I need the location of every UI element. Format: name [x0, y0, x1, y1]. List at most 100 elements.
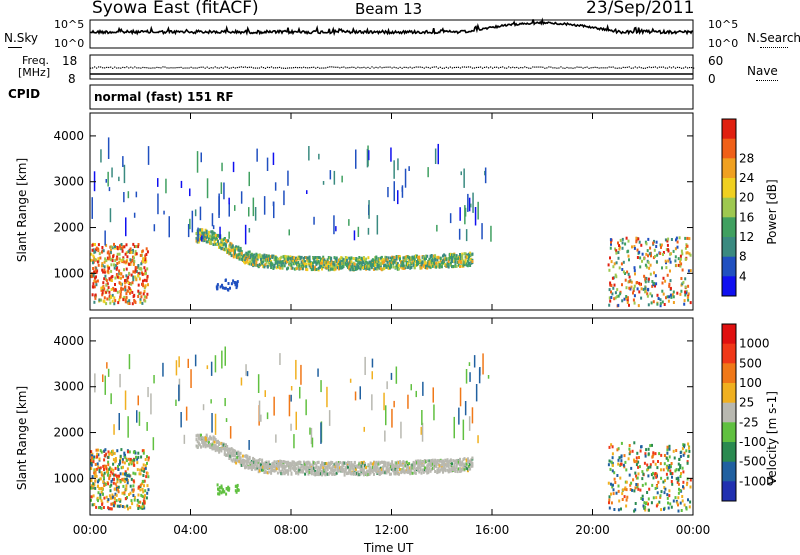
- velocity-cell: [104, 482, 107, 486]
- power-cell: [217, 233, 219, 237]
- power-cell: [350, 256, 353, 260]
- power-cell: [120, 247, 122, 251]
- power-cell: [437, 256, 440, 260]
- power-cell: [421, 256, 424, 260]
- power-cell: [429, 254, 432, 258]
- velocity-cell: [139, 483, 142, 487]
- freq-point: [584, 66, 586, 69]
- power-cell: [236, 254, 239, 258]
- noise-tick-right-high: 10^5: [708, 18, 739, 31]
- velocity-cell: [443, 463, 446, 467]
- freq-point: [104, 67, 106, 69]
- power-cell: [384, 263, 387, 267]
- velocity-cell: [269, 465, 271, 469]
- power-cell: [307, 262, 310, 266]
- velocity-cell: [631, 449, 634, 453]
- velocity-cell: [658, 452, 661, 456]
- velocity-cell: [386, 464, 389, 468]
- velocity-cell: [386, 461, 389, 465]
- velocity-cell: [375, 460, 378, 464]
- power-streak: [123, 164, 126, 184]
- velocity-cell: [140, 455, 143, 459]
- velocity-cell: [422, 470, 425, 474]
- power-cell: [103, 287, 106, 291]
- power-cell: [351, 265, 354, 269]
- freq-point: [138, 67, 140, 69]
- velocity-cell: [435, 460, 438, 464]
- power-cell: [143, 295, 146, 299]
- freq-point: [475, 66, 478, 69]
- power-cell: [108, 297, 111, 301]
- power-cell: [131, 302, 134, 306]
- velocity-cell: [105, 495, 108, 499]
- power-cell: [657, 297, 660, 300]
- velocity-cell: [112, 501, 115, 505]
- power-cell: [276, 262, 279, 266]
- freq-point: [130, 66, 132, 68]
- power-cell: [440, 265, 443, 269]
- power-cell: [213, 232, 216, 235]
- velocity-cell: [96, 455, 99, 459]
- velocity-cell: [244, 454, 247, 458]
- power-cell: [375, 267, 378, 271]
- velocity-cell: [100, 471, 103, 475]
- power-cell: [683, 302, 686, 306]
- velocity-cell: [231, 459, 234, 463]
- power-cell: [650, 301, 653, 305]
- freq-point: [124, 66, 126, 69]
- velocity-cell: [671, 472, 674, 475]
- power-streak: [168, 216, 170, 238]
- velocity-streak: [386, 381, 388, 390]
- power-cell: [368, 264, 371, 268]
- velocity-cell: [272, 465, 275, 469]
- power-cell: [660, 245, 662, 249]
- power-cell: [92, 261, 94, 265]
- velocity-cell: [436, 471, 439, 475]
- power-cell: [134, 268, 137, 272]
- power-cell: [292, 262, 295, 266]
- power-streak: [287, 170, 289, 186]
- velocity-cell: [98, 457, 101, 461]
- power-streak: [220, 182, 223, 194]
- velocity-cell: [226, 445, 229, 448]
- velocity-cell: [131, 502, 134, 506]
- velocity-cell: [469, 460, 472, 464]
- freq-point: [164, 66, 166, 68]
- velocity-cell: [141, 494, 144, 498]
- velocity-cell: [196, 433, 199, 437]
- velocity-cell: [308, 466, 311, 470]
- freq-point: [168, 67, 170, 69]
- velocity-cell: [99, 493, 102, 497]
- velocity-cell: [141, 502, 144, 506]
- velocity-cell: [112, 481, 115, 485]
- power-streak: [273, 201, 275, 219]
- power-cell: [421, 260, 424, 264]
- velocity-colorbar-segment: [722, 363, 736, 384]
- velocity-cell: [93, 483, 96, 487]
- velocity-cell: [129, 484, 132, 488]
- power-cell: [195, 239, 198, 243]
- power-cell: [686, 295, 689, 299]
- power-cell: [288, 260, 291, 264]
- power-cell: [318, 261, 321, 265]
- power-cell: [238, 257, 241, 261]
- power-cell: [645, 242, 648, 246]
- velocity-colorbar-tick: -25: [739, 415, 759, 429]
- velocity-cell: [250, 468, 253, 471]
- power-cell: [411, 261, 414, 264]
- velocity-cell: [405, 470, 408, 474]
- velocity-cell: [235, 490, 238, 494]
- velocity-cell: [353, 471, 356, 475]
- power-cell: [101, 291, 104, 295]
- velocity-cell: [111, 495, 114, 499]
- velocity-cell: [627, 457, 630, 461]
- power-cell: [419, 266, 422, 270]
- freq-point: [498, 67, 500, 69]
- power-streak: [197, 227, 199, 242]
- freq-point: [496, 66, 498, 68]
- power-colorbar-tick: 20: [739, 191, 754, 205]
- velocity-cell: [332, 471, 335, 475]
- power-cell: [114, 283, 116, 286]
- power-cell: [617, 303, 620, 307]
- power-cell: [334, 258, 337, 262]
